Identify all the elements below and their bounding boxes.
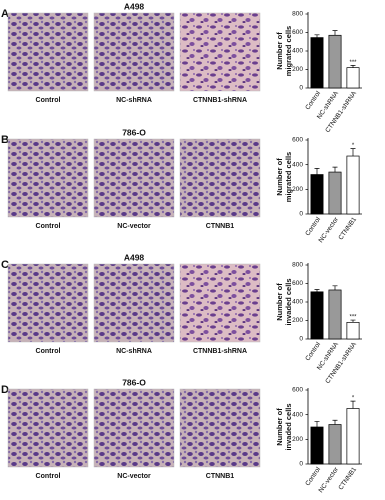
error-bar — [332, 419, 338, 425]
error-bar — [332, 166, 338, 173]
image-label: NC-vector — [117, 223, 151, 230]
image-label: CTNNB1 — [206, 223, 234, 230]
significance-label: *** — [349, 60, 357, 66]
bar — [310, 426, 324, 465]
x-tick-label: CTNNB1 — [337, 216, 358, 242]
micrograph — [93, 138, 175, 218]
micrograph — [179, 138, 261, 218]
image-label: Control — [36, 223, 61, 230]
y-tick-label: 400 — [292, 299, 303, 306]
error-bar — [350, 319, 356, 323]
image-label: NC-vector — [117, 473, 151, 480]
y-axis-label-line: Number of — [275, 158, 284, 196]
bar — [346, 155, 360, 215]
x-tick-label: Control — [304, 466, 322, 488]
micrograph — [93, 263, 175, 343]
panel-title: A498 — [124, 1, 145, 11]
error-bar — [314, 289, 320, 292]
panel-title: A498 — [124, 252, 145, 262]
y-tick-label: 400 — [292, 411, 303, 418]
micrograph — [7, 12, 89, 92]
y-tick-label: 0 — [299, 211, 303, 218]
bar — [310, 174, 324, 215]
bar — [328, 34, 342, 89]
x-tick-label: Control — [304, 90, 322, 112]
error-bar — [350, 64, 356, 68]
bar — [328, 424, 342, 465]
micrograph — [93, 12, 175, 92]
error-bar — [332, 30, 338, 36]
image-label: CTNNB1 — [206, 473, 234, 480]
y-axis-label: Number ofinvaded cells — [275, 278, 293, 325]
y-axis-label: Number ofmigrated cells — [275, 152, 293, 202]
x-tick-label: Control — [304, 341, 322, 363]
image-label: CTNNB1-shRNA — [193, 348, 247, 355]
y-tick-label: 400 — [292, 161, 303, 168]
significance-label: *** — [349, 315, 357, 321]
significance-label: * — [352, 396, 355, 402]
y-tick-label: 800 — [292, 11, 303, 18]
error-bar — [350, 400, 356, 409]
y-axis-label-line: invaded cells — [284, 278, 293, 325]
error-bar — [350, 148, 356, 157]
error-bar — [332, 285, 338, 290]
panel-title: 786-O — [122, 377, 146, 387]
x-tick-label: Control — [304, 216, 322, 238]
significance-label: * — [352, 143, 355, 149]
y-tick-label: 200 — [292, 66, 303, 73]
y-tick-label: 800 — [292, 262, 303, 269]
y-tick-label: 400 — [292, 48, 303, 55]
y-tick-label: 600 — [292, 387, 303, 394]
y-axis-label-line: Number of — [275, 283, 284, 321]
y-tick-label: 0 — [299, 336, 303, 343]
micrograph — [179, 263, 261, 343]
y-tick-label: 600 — [292, 29, 303, 36]
micrograph — [7, 388, 89, 468]
bar — [346, 67, 360, 89]
micrograph — [179, 388, 261, 468]
bar — [328, 171, 342, 215]
micrograph — [179, 12, 261, 92]
y-axis-label: Number ofinvaded cells — [275, 403, 293, 450]
image-label: NC-shRNA — [116, 348, 152, 355]
micrograph — [7, 138, 89, 218]
image-label: Control — [36, 348, 61, 355]
error-bar — [314, 421, 320, 427]
y-tick-label: 0 — [299, 85, 303, 92]
panel-label: B — [1, 134, 9, 146]
error-bar — [314, 168, 320, 175]
y-tick-label: 200 — [292, 436, 303, 443]
y-tick-label: 200 — [292, 186, 303, 193]
panel-label: C — [1, 259, 9, 271]
y-axis-label-line: migrated cells — [284, 26, 293, 76]
error-bar — [314, 34, 320, 38]
panel-label: D — [1, 384, 9, 396]
bar — [310, 37, 324, 89]
y-tick-label: 600 — [292, 280, 303, 287]
y-axis-label-line: invaded cells — [284, 403, 293, 450]
bar — [346, 322, 360, 340]
y-axis-label-line: migrated cells — [284, 152, 293, 202]
y-tick-label: 600 — [292, 137, 303, 144]
micrograph — [93, 388, 175, 468]
micrograph — [7, 263, 89, 343]
x-tick-label: CTNNB1 — [337, 466, 358, 492]
image-label: CTNNB1-shRNA — [193, 97, 247, 104]
y-tick-label: 200 — [292, 317, 303, 324]
panel-title: 786-O — [122, 127, 146, 137]
image-label: NC-shRNA — [116, 97, 152, 104]
bar — [310, 291, 324, 340]
image-label: Control — [36, 97, 61, 104]
bar — [328, 289, 342, 340]
y-axis-label-line: Number of — [275, 32, 284, 70]
bar — [346, 408, 360, 465]
y-tick-label: 0 — [299, 461, 303, 468]
y-axis-label-line: Number of — [275, 408, 284, 446]
image-label: Control — [36, 473, 61, 480]
y-axis-label: Number ofmigrated cells — [275, 26, 293, 76]
panel-label: A — [1, 8, 9, 20]
